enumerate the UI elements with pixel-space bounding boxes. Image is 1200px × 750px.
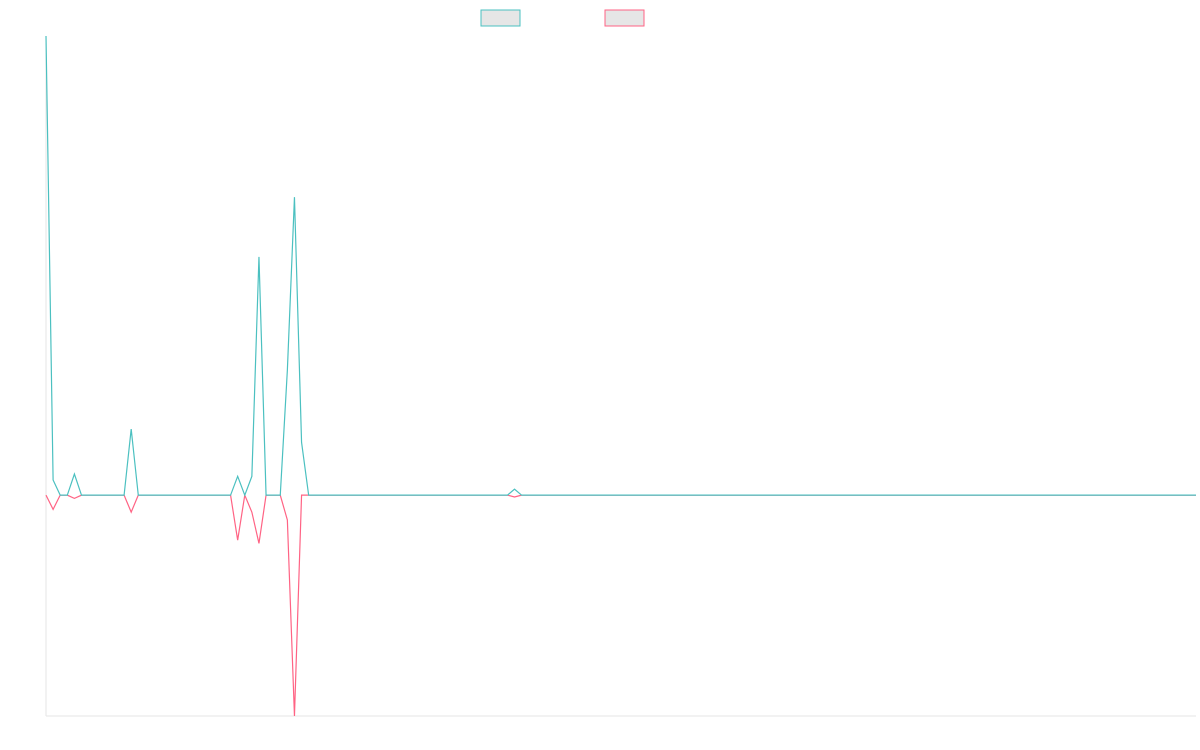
- series-line: [45, 35, 1196, 497]
- series-line: [45, 492, 1196, 717]
- legend-swatch: [480, 9, 521, 27]
- legend-swatch: [604, 9, 645, 27]
